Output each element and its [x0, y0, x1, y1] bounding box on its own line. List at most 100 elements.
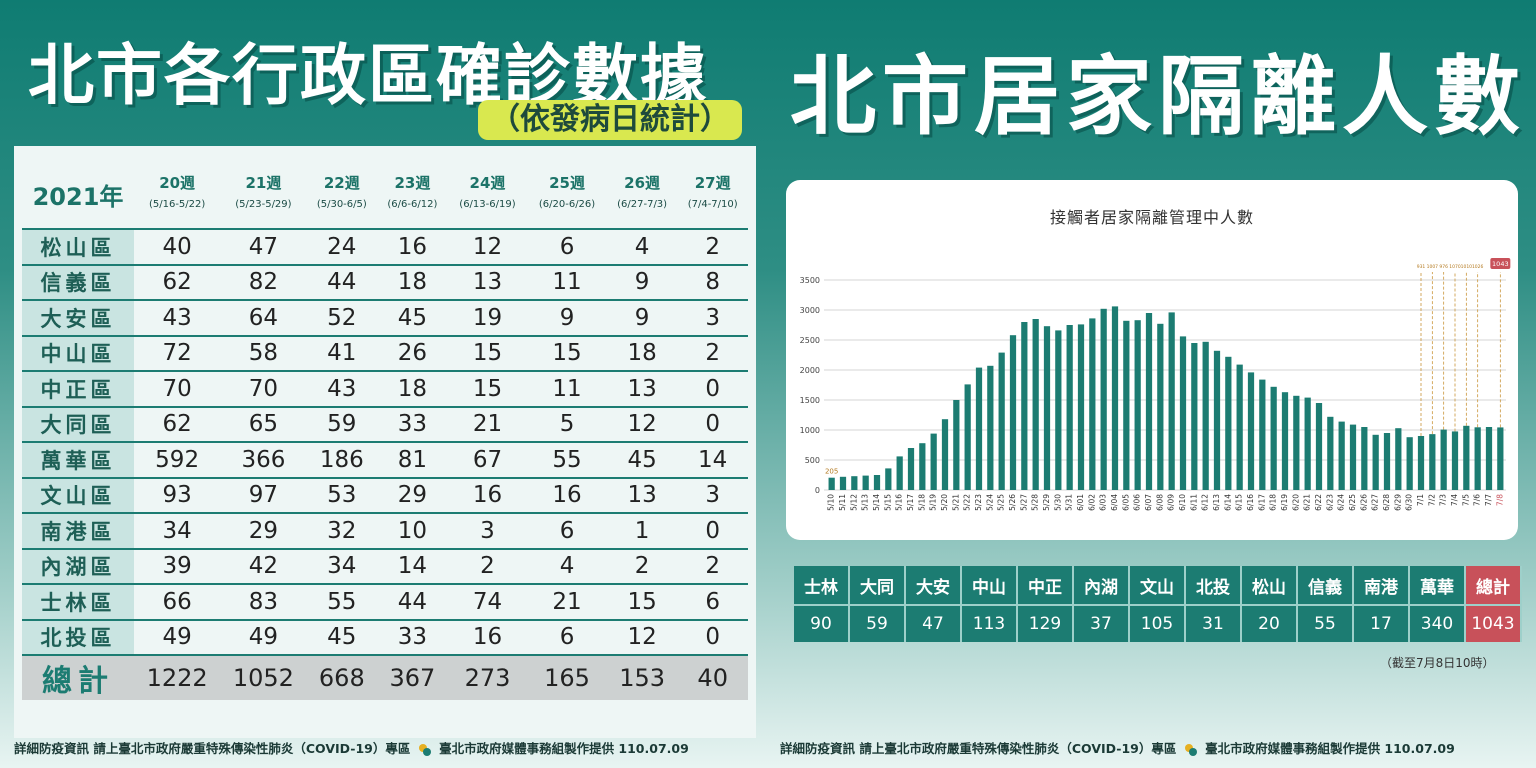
- x-tick-label: 5/28: [1031, 494, 1040, 511]
- case-count-cell: 4: [606, 228, 678, 265]
- x-tick-label: 6/16: [1246, 494, 1255, 511]
- case-count-cell: 18: [377, 263, 448, 300]
- total-label: 總計: [22, 654, 134, 700]
- case-count-cell: 12: [606, 405, 678, 442]
- summary-district: 信義: [1297, 566, 1354, 605]
- case-count-cell: 16: [447, 618, 528, 655]
- bar: [1338, 421, 1345, 490]
- table-row: 士林區 66 83 55 44 74 21 15 6: [22, 583, 748, 620]
- x-tick-label: 5/11: [838, 494, 847, 511]
- summary-value: 37: [1073, 604, 1130, 642]
- case-count-cell: 72: [134, 334, 221, 371]
- total-row: 總計 1222 1052 668 367 273 165 153 40: [22, 654, 748, 700]
- bar: [1077, 324, 1085, 490]
- case-count-cell: 10: [377, 512, 448, 549]
- bar: [1281, 392, 1289, 490]
- case-count-cell: 49: [134, 618, 221, 655]
- case-count-cell: 11: [527, 370, 607, 407]
- bar: [998, 352, 1005, 490]
- summary-value: 31: [1185, 604, 1242, 642]
- x-tick-label: 5/31: [1065, 494, 1074, 511]
- bar: [941, 419, 949, 490]
- case-count-cell: 45: [306, 618, 378, 655]
- y-tick-label: 2000: [800, 366, 820, 375]
- case-count-cell: 42: [220, 547, 307, 584]
- week-label: 25週: [549, 174, 585, 192]
- x-tick-label: 5/29: [1042, 494, 1051, 511]
- district-name: 文山區: [22, 476, 134, 513]
- case-count-cell: 11: [527, 263, 607, 300]
- bar: [1349, 424, 1357, 490]
- y-tick-label: 1500: [800, 396, 820, 405]
- x-tick-label: 5/10: [827, 494, 836, 511]
- case-count-cell: 13: [606, 476, 678, 513]
- bar: [851, 476, 858, 490]
- bar: [839, 476, 847, 490]
- x-tick-label: 6/30: [1405, 494, 1414, 511]
- total-cell: 40: [677, 654, 748, 700]
- week-label: 22週: [323, 174, 360, 192]
- week-label: 26週: [624, 174, 661, 192]
- case-count-cell: 62: [134, 405, 221, 442]
- case-count-cell: 39: [134, 547, 221, 584]
- case-count-cell: 0: [677, 370, 748, 407]
- total-cell: 668: [306, 654, 378, 700]
- case-count-cell: 40: [134, 228, 221, 265]
- x-tick-label: 5/20: [940, 494, 949, 511]
- bar: [828, 477, 835, 490]
- week-range: (6/27-7/3): [617, 199, 668, 210]
- case-count-cell: 15: [606, 583, 678, 620]
- x-tick-label: 5/12: [849, 494, 858, 511]
- x-tick-label: 5/24: [985, 494, 994, 511]
- highlight-label-box: [1490, 258, 1511, 269]
- table-row: 南港區 34 29 32 10 3 6 1 0: [22, 512, 748, 549]
- case-count-cell: 64: [220, 299, 307, 336]
- bar: [1032, 319, 1039, 490]
- bar: [1372, 434, 1379, 490]
- district-name: 中山區: [22, 334, 134, 371]
- x-tick-label: 6/23: [1325, 494, 1334, 511]
- x-tick-label: 6/29: [1393, 494, 1402, 511]
- taipei-logo-icon: [418, 743, 431, 756]
- bar: [1089, 318, 1096, 490]
- case-count-cell: 47: [220, 228, 307, 265]
- data-label: 205: [825, 468, 838, 476]
- x-tick-label: 6/15: [1235, 494, 1244, 511]
- district-name: 信義區: [22, 263, 134, 300]
- week-label: 20週: [159, 174, 196, 192]
- case-count-cell: 41: [306, 334, 378, 371]
- summary-district: 內湖: [1073, 566, 1130, 605]
- case-count-cell: 9: [527, 299, 607, 336]
- x-tick-label: 5/25: [997, 494, 1006, 511]
- bar: [1145, 313, 1153, 490]
- week-header: 23週 (6/6-6/12): [377, 160, 448, 229]
- case-count-cell: 15: [447, 334, 528, 371]
- x-tick-label: 6/22: [1314, 494, 1323, 511]
- x-tick-label: 5/26: [1008, 494, 1017, 511]
- bar: [862, 475, 869, 490]
- district-table: 2021年 20週 (5/16-5/22) 21週 (5/23-5/29) 22週 (5/…: [22, 160, 748, 700]
- case-count-cell: 12: [606, 618, 678, 655]
- bar: [1417, 436, 1425, 490]
- bar: [1213, 350, 1221, 490]
- bar: [1327, 416, 1334, 490]
- bar: [1021, 322, 1028, 490]
- district-name: 南港區: [22, 512, 134, 549]
- data-label: 1026: [1472, 264, 1484, 270]
- week-range: (6/20-6/26): [538, 199, 596, 210]
- x-tick-label: 6/04: [1110, 494, 1119, 511]
- x-tick-label: 6/17: [1257, 494, 1266, 511]
- week-header: 21週 (5/23-5/29): [220, 160, 306, 229]
- data-label: 1007: [1427, 264, 1439, 270]
- week-range: (7/4-7/10): [687, 199, 738, 210]
- case-count-cell: 16: [447, 476, 528, 513]
- case-count-cell: 1: [606, 512, 678, 549]
- bar: [1043, 326, 1051, 490]
- x-tick-label: 6/09: [1167, 494, 1176, 511]
- bar: [1247, 372, 1255, 490]
- case-count-cell: 2: [606, 547, 678, 584]
- summary-district: 中山: [961, 566, 1018, 605]
- week-range: (5/30-6/5): [316, 199, 367, 210]
- bar: [1055, 330, 1062, 490]
- case-count-cell: 16: [527, 476, 607, 513]
